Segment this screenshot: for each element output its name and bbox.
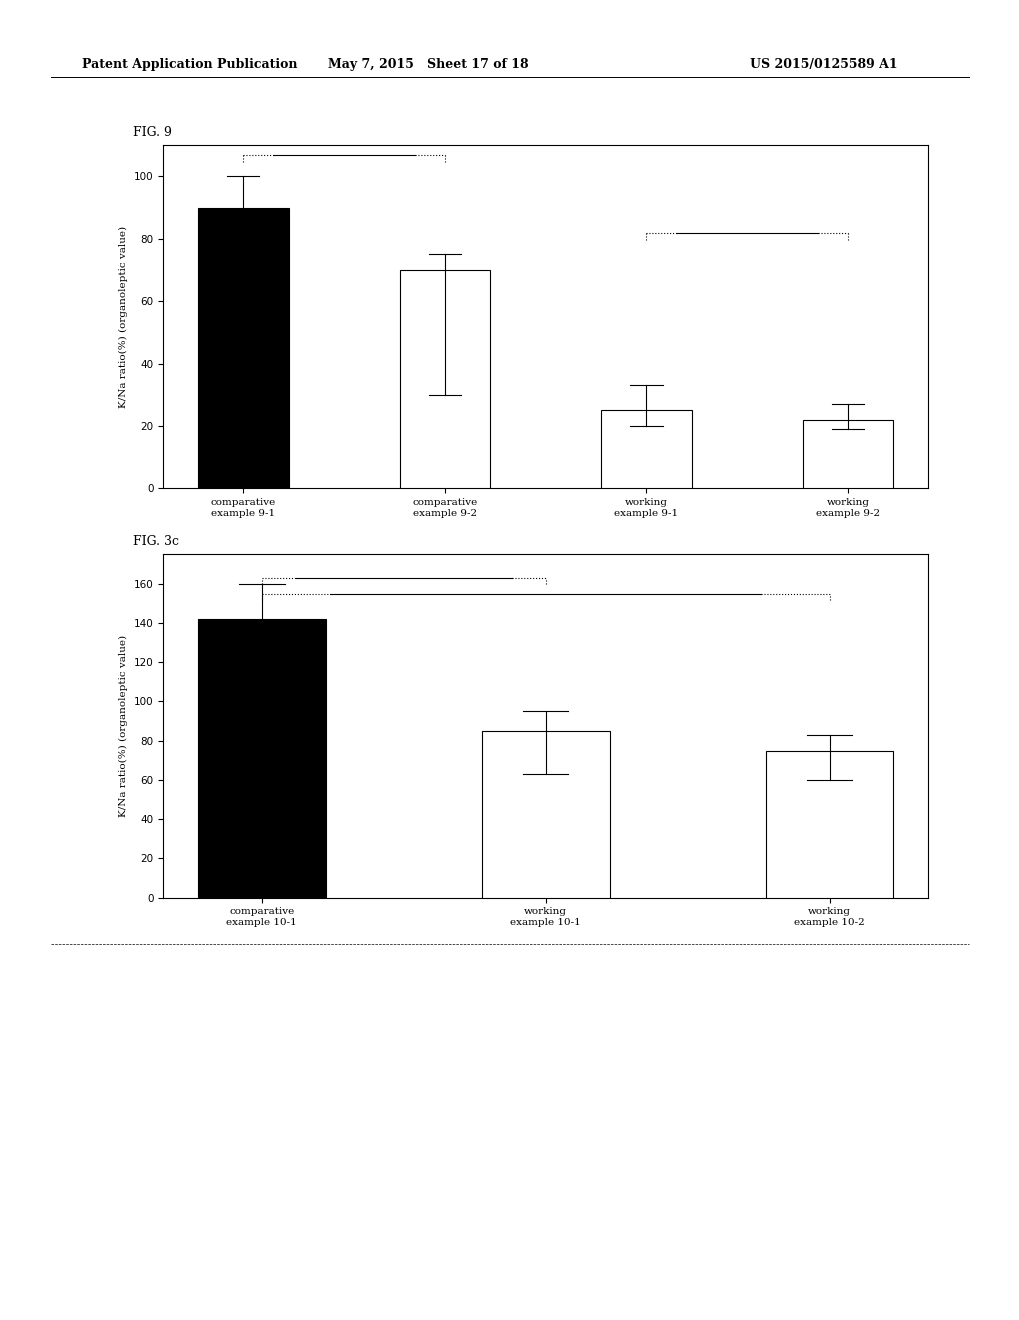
Bar (600, 411, 691, 488)
Bar (198, 619, 325, 898)
Bar (802, 420, 893, 488)
Bar (481, 731, 609, 898)
Bar (198, 207, 288, 488)
Text: FIG. 3c: FIG. 3c (132, 535, 178, 548)
Text: May 7, 2015   Sheet 17 of 18: May 7, 2015 Sheet 17 of 18 (328, 58, 528, 71)
Bar (399, 271, 490, 488)
Y-axis label: K/Na ratio(%) (organoleptic value): K/Na ratio(%) (organoleptic value) (119, 226, 128, 408)
Y-axis label: K/Na ratio(%) (organoleptic value): K/Na ratio(%) (organoleptic value) (119, 635, 128, 817)
Text: Patent Application Publication: Patent Application Publication (82, 58, 297, 71)
Text: US 2015/0125589 A1: US 2015/0125589 A1 (749, 58, 897, 71)
Text: FIG. 9: FIG. 9 (132, 125, 171, 139)
Bar (765, 751, 893, 898)
